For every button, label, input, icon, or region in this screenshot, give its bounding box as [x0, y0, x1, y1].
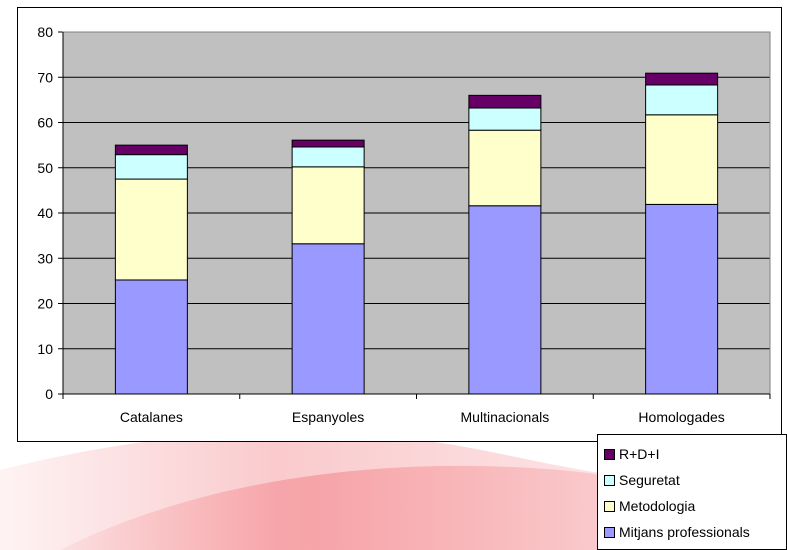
legend-label-seguretat: Seguretat: [619, 472, 680, 488]
legend-swatch-metodologia: [604, 500, 615, 512]
stacked-bar-chart: 0 10 20 30 40 50 60 70 80 Catalanes Espanyoles Mult…: [37, 24, 771, 425]
bar-segment: [291, 243, 365, 395]
legend-swatch-rdi: [604, 448, 615, 460]
x-tick-label: Multinacionals: [461, 409, 550, 425]
chart-area: 0 10 20 30 40 50 60 70 80 Catalanes Espanyoles Mult…: [17, 7, 782, 442]
y-tick-label: 0: [45, 386, 53, 402]
bar-segment: [114, 144, 188, 156]
bar-segment: [645, 114, 719, 205]
y-tick-label: 40: [37, 205, 53, 221]
bar-segment: [645, 72, 719, 86]
x-tick-label: Homologades: [638, 409, 724, 425]
legend-item-rdi: R+D+I: [604, 441, 786, 467]
y-tick-label: 80: [37, 24, 53, 40]
y-tick-label: 10: [37, 341, 53, 357]
bar-segment: [291, 146, 365, 168]
legend-swatch-mitjans-professionals: [604, 526, 615, 538]
x-tick-label: Catalanes: [120, 409, 183, 425]
legend: R+D+I Seguretat Metodologia Mitjans prof…: [597, 434, 787, 550]
bar-segment: [468, 94, 542, 109]
bar-segment: [645, 203, 719, 395]
x-tick-label: Espanyoles: [292, 409, 364, 425]
bar-segment: [114, 279, 188, 395]
y-tick-label: 30: [37, 250, 53, 266]
bar-segment: [468, 205, 542, 395]
bar-segment: [468, 129, 542, 207]
legend-item-mitjans-professionals: Mitjans professionals: [604, 519, 786, 545]
legend-swatch-seguretat: [604, 474, 615, 486]
legend-item-metodologia: Metodologia: [604, 493, 786, 519]
bar-segment: [291, 166, 365, 245]
bar-segment: [114, 178, 188, 281]
bar-segment: [468, 107, 542, 131]
legend-label-metodologia: Metodologia: [619, 498, 696, 514]
y-tick-label: 70: [37, 69, 53, 85]
bar-segment: [291, 139, 365, 148]
bar-segment: [114, 154, 188, 180]
legend-label-mitjans-professionals: Mitjans professionals: [619, 524, 750, 540]
legend-label-rdi: R+D+I: [619, 446, 660, 462]
y-tick-label: 20: [37, 296, 53, 312]
legend-item-seguretat: Seguretat: [604, 467, 786, 493]
y-tick-label: 60: [37, 115, 53, 131]
y-tick-label: 50: [37, 160, 53, 176]
bar-segment: [645, 84, 719, 116]
